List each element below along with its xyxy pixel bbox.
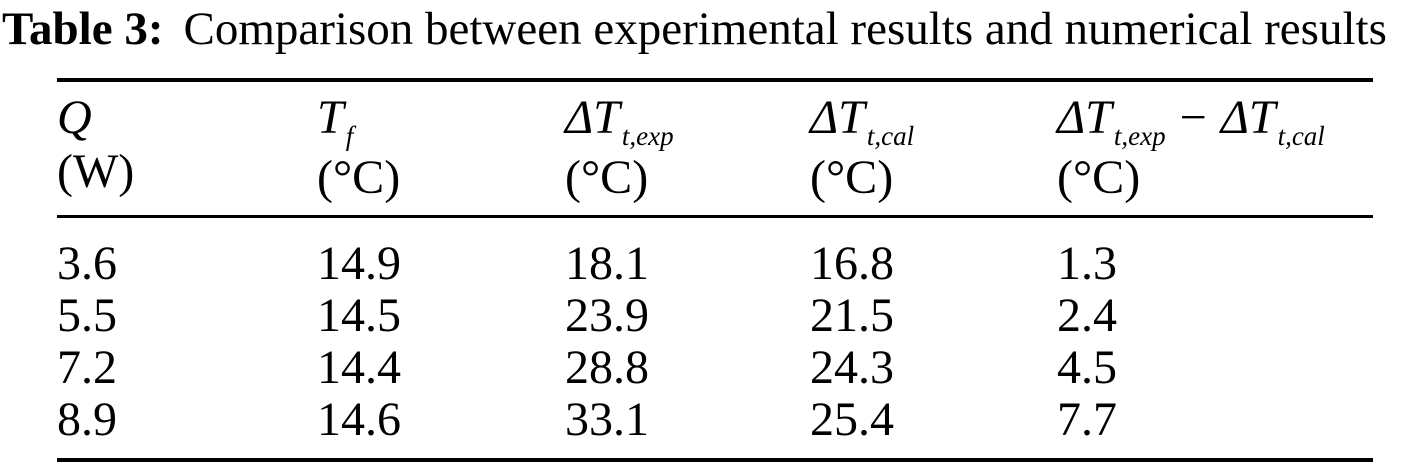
header-row: Q (W) Tf (°C) ΔTt,exp (°C) ΔTt,cal (°C) … — [57, 80, 1373, 217]
table-cell: 3.6 — [57, 237, 117, 290]
table-cell: 5.5 — [57, 289, 117, 342]
table-cell: 8.9 — [57, 393, 117, 446]
table-row: 8.9 14.6 33.1 25.4 7.7 — [57, 394, 1373, 460]
table-cell: 7.7 — [1057, 393, 1117, 446]
minus-operator: − — [1179, 91, 1207, 144]
unit-celsius: (°C) — [565, 151, 649, 204]
table-caption: Table 3: Comparison between experimental … — [0, 0, 1421, 56]
table-row: 5.5 14.5 23.9 21.5 2.4 — [57, 290, 1373, 342]
col-header-tf: Tf (°C) — [317, 80, 565, 217]
unit-celsius: (°C) — [317, 151, 401, 204]
table-cell: 24.3 — [810, 341, 894, 394]
table-cell: 23.9 — [565, 289, 649, 342]
symbol-dt-cal: ΔTt,cal — [810, 91, 915, 151]
table-body: 3.6 14.9 18.1 16.8 1.3 5.5 14.5 23.9 21.… — [57, 217, 1373, 461]
table-cell: 14.5 — [317, 289, 401, 342]
table-row: 7.2 14.4 28.8 24.3 4.5 — [57, 342, 1373, 394]
col-header-dt-cal: ΔTt,cal (°C) — [810, 80, 1057, 217]
table-cell: 16.8 — [810, 237, 894, 290]
symbol-dt-exp: ΔTt,exp — [565, 91, 674, 151]
unit-celsius: (°C) — [810, 151, 894, 204]
table-caption-label: Table 3: — [2, 3, 164, 55]
table-cell: 14.6 — [317, 393, 401, 446]
table-caption-text: Comparison between experimental results … — [183, 3, 1387, 55]
table-cell: 7.2 — [57, 341, 117, 394]
table-cell: 14.4 — [317, 341, 401, 394]
table-row: 3.6 14.9 18.1 16.8 1.3 — [57, 217, 1373, 291]
symbol-dt-diff: ΔTt,exp − ΔTt,cal — [1057, 91, 1325, 151]
table-cell: 1.3 — [1057, 237, 1117, 290]
symbol-q: Q — [57, 91, 92, 144]
unit-celsius: (°C) — [1057, 151, 1141, 204]
col-header-dt-exp: ΔTt,exp (°C) — [565, 80, 810, 217]
table-cell: 14.9 — [317, 237, 401, 290]
table-header: Q (W) Tf (°C) ΔTt,exp (°C) ΔTt,cal (°C) … — [57, 80, 1373, 217]
col-header-dt-diff: ΔTt,exp − ΔTt,cal (°C) — [1057, 80, 1373, 217]
table-cell: 18.1 — [565, 237, 649, 290]
table-cell: 2.4 — [1057, 289, 1117, 342]
unit-w: (W) — [57, 145, 135, 198]
table-cell: 21.5 — [810, 289, 894, 342]
table-cell: 33.1 — [565, 393, 649, 446]
symbol-tf: Tf — [317, 91, 354, 151]
table-cell: 25.4 — [810, 393, 894, 446]
col-header-q: Q (W) — [57, 80, 317, 217]
table-cell: 4.5 — [1057, 341, 1117, 394]
results-table: Q (W) Tf (°C) ΔTt,exp (°C) ΔTt,cal (°C) … — [57, 78, 1373, 462]
table-cell: 28.8 — [565, 341, 649, 394]
